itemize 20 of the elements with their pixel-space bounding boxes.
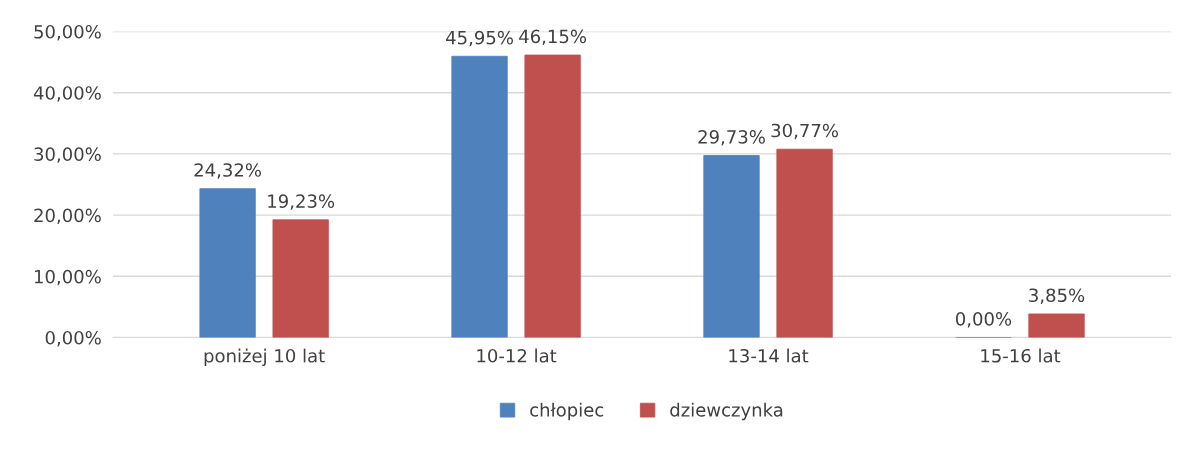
y-tick-label: 30,00% xyxy=(34,147,101,163)
data-label: 24,32% xyxy=(194,163,262,179)
data-label: 45,95% xyxy=(446,30,513,47)
data-label: 3,85% xyxy=(1029,288,1085,304)
x-tick-label: poniżej 10 lat xyxy=(204,348,325,367)
data-label: 30,77% xyxy=(771,123,838,140)
y-tick-label: 20,00% xyxy=(34,208,101,225)
data-label: 29,73% xyxy=(698,130,765,146)
x-tick-label: 15-16 lat xyxy=(981,348,1061,363)
data-label: 46,15% xyxy=(519,29,587,46)
legend-label: chłopiec xyxy=(530,402,604,421)
y-tick-label: 0,00% xyxy=(45,330,101,347)
x-tick-label: 10-12 lat xyxy=(477,348,557,363)
y-tick-label: 50,00% xyxy=(34,24,101,41)
legend-label: dziewczynka xyxy=(670,402,783,421)
y-tick-label: 10,00% xyxy=(34,269,101,286)
y-tick-label: 40,00% xyxy=(33,86,101,102)
x-tick-label: 13-14 lat xyxy=(729,348,809,363)
data-label: 19,23% xyxy=(268,194,335,210)
data-label: 0,00% xyxy=(955,312,1012,328)
